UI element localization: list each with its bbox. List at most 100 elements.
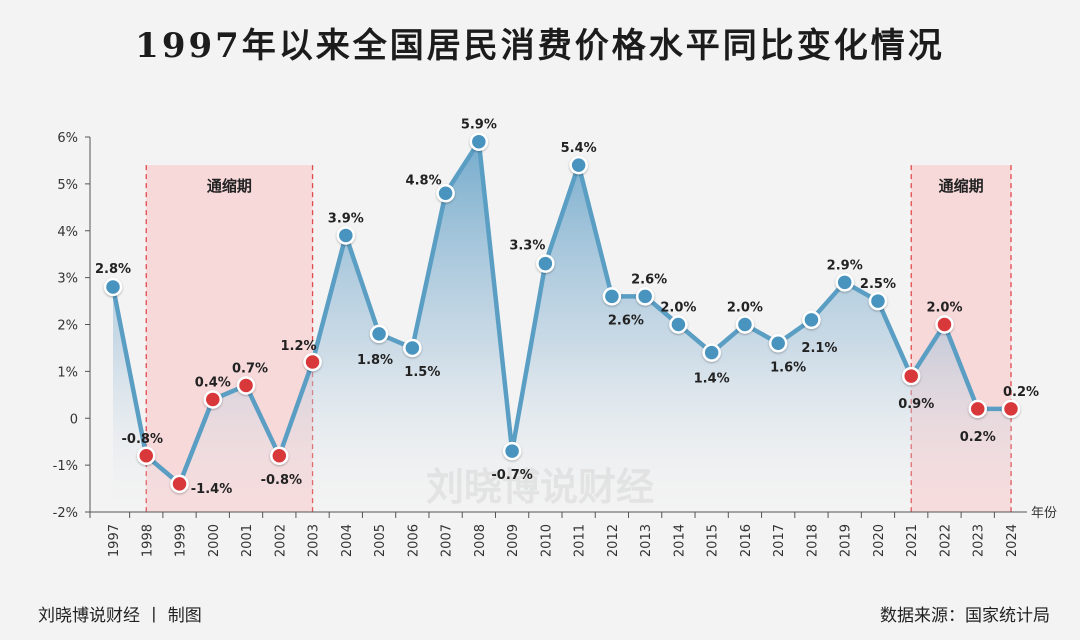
x-tick-label: 2005 — [373, 524, 388, 557]
data-point — [602, 287, 622, 306]
x-tick-label: 1997 — [107, 524, 122, 557]
x-tick-label: 2002 — [273, 524, 288, 557]
x-tick-label: 2001 — [240, 524, 255, 557]
x-tick-label: 2011 — [573, 524, 588, 557]
data-point — [802, 310, 821, 330]
data-point — [835, 273, 854, 292]
data-label: 2.6% — [608, 313, 644, 328]
data-label: 1.2% — [281, 339, 317, 354]
data-point — [502, 441, 522, 461]
data-point — [669, 315, 688, 334]
data-label: 0.4% — [195, 376, 231, 391]
data-point — [735, 315, 755, 334]
y-tick-label: -1% — [53, 459, 78, 474]
footer-credit: 刘晓博说财经 丨 制图 — [38, 606, 202, 626]
x-tick-label: 2012 — [606, 524, 621, 557]
data-point — [569, 155, 588, 175]
data-point — [868, 291, 888, 311]
deflation-band-label: 通缩期 — [207, 177, 252, 195]
data-label: 3.9% — [328, 211, 364, 226]
line-area-fill — [113, 141, 1011, 512]
x-tick-label: 2008 — [473, 524, 488, 557]
data-point — [768, 334, 788, 353]
y-tick-label: 5% — [57, 178, 78, 193]
data-label: 2.9% — [827, 258, 863, 273]
y-tick-label: 6% — [57, 131, 78, 146]
data-label: 2.1% — [801, 341, 837, 356]
data-point — [236, 376, 256, 395]
data-label: 2.0% — [660, 301, 696, 316]
footer-source: 数据来源：国家统计局 — [880, 606, 1050, 626]
data-label: 2.8% — [95, 262, 131, 277]
data-point — [403, 338, 422, 358]
data-point — [536, 254, 555, 273]
data-point — [469, 132, 489, 151]
data-label: 0.2% — [1003, 385, 1039, 400]
x-tick-label: 2013 — [639, 524, 654, 557]
data-label: 1.6% — [770, 360, 806, 375]
x-tick-label: 2019 — [839, 524, 854, 557]
data-label: 4.8% — [406, 173, 442, 188]
data-point — [336, 226, 356, 245]
data-point — [635, 287, 655, 306]
watermark: 刘晓博说财经 — [426, 465, 654, 509]
data-point — [137, 446, 156, 465]
data-label: 0.7% — [232, 361, 268, 376]
data-label: 1.8% — [357, 353, 393, 368]
data-label: 5.9% — [461, 118, 497, 133]
data-label: 2.0% — [727, 301, 763, 316]
x-tick-label: 2010 — [539, 524, 554, 557]
data-point — [203, 390, 223, 409]
data-point — [103, 277, 123, 297]
data-label: 3.3% — [509, 239, 545, 254]
x-tick-label: 2017 — [772, 524, 787, 557]
data-point — [270, 446, 289, 465]
data-label: -0.8% — [122, 432, 163, 447]
x-tick-label: 2006 — [406, 524, 421, 557]
data-point — [1001, 399, 1021, 419]
x-tick-label: 1998 — [140, 524, 155, 557]
x-tick-label: 2009 — [506, 524, 521, 557]
data-label: 2.6% — [631, 272, 667, 287]
data-label: 2.0% — [926, 301, 962, 316]
x-tick-label: 2024 — [1005, 524, 1020, 557]
x-tick-label: 2016 — [739, 524, 754, 557]
data-label: 0.2% — [960, 430, 996, 445]
data-point — [303, 352, 322, 372]
data-point — [170, 474, 189, 494]
y-tick-label: 4% — [57, 225, 78, 240]
data-point — [436, 184, 455, 203]
data-point — [901, 366, 921, 386]
x-tick-label: 2021 — [905, 524, 920, 557]
data-label: 0.9% — [898, 397, 934, 412]
data-label: 5.4% — [561, 141, 597, 156]
data-label: 1.4% — [694, 372, 730, 387]
y-tick-label: -2% — [53, 506, 78, 521]
x-tick-label: 2015 — [706, 524, 721, 557]
data-label: -0.7% — [491, 468, 532, 483]
y-tick-label: 0 — [70, 412, 78, 427]
data-label: 2.5% — [860, 277, 896, 292]
data-point — [702, 343, 721, 362]
x-tick-label: 2007 — [440, 524, 455, 557]
cpi-series-line — [110, 139, 1011, 487]
data-point — [369, 324, 389, 344]
data-point — [935, 315, 954, 334]
x-tick-label: 2003 — [307, 524, 322, 557]
x-tick-label: 2023 — [972, 524, 987, 557]
x-tick-label: 2014 — [672, 524, 687, 557]
deflation-band-label: 通缩期 — [939, 177, 984, 195]
y-tick-label: 3% — [57, 272, 78, 287]
data-label: -1.4% — [191, 482, 232, 497]
y-tick-label: 2% — [57, 319, 78, 334]
data-label: -0.8% — [261, 473, 302, 488]
x-tick-label: 2020 — [872, 524, 887, 557]
x-tick-label: 1999 — [174, 524, 189, 557]
chart-title: 1997年以来全国居民消费价格水平同比变化情况 — [135, 26, 945, 66]
data-point — [968, 399, 987, 419]
x-tick-label: 2022 — [938, 524, 953, 557]
data-label: 1.5% — [404, 365, 440, 380]
x-tick-label: 2004 — [340, 524, 355, 557]
y-tick-label: 1% — [57, 365, 78, 380]
